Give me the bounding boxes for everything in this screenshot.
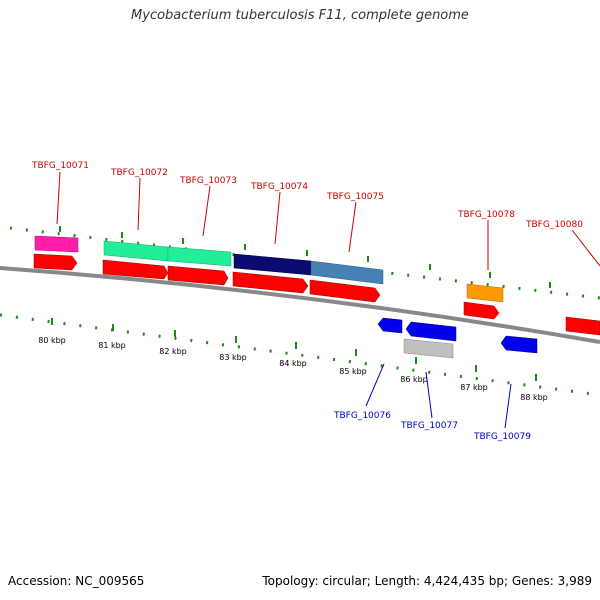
accession-text: Accession: NC_009565 (8, 574, 145, 588)
gc-ticks-outer (9, 226, 600, 300)
gene-label-TBFG_10072: TBFG_10072 (110, 168, 168, 178)
gc-ticks-inner (0, 313, 600, 397)
plus-strand-genes (34, 235, 504, 303)
gene-label-TBFG_10079: TBFG_10079 (473, 432, 531, 442)
minus-label-leaders (365, 363, 512, 429)
scale-label: 86 kbp (400, 375, 428, 384)
gene-TBFG_10079[interactable] (500, 335, 538, 354)
scale-label: 80 kbp (38, 336, 66, 345)
gene-label-TBFG_10075: TBFG_10075 (326, 192, 384, 202)
scale-label: 87 kbp (460, 383, 488, 392)
cds-arrow[interactable] (463, 301, 500, 320)
scale-label: 85 kbp (339, 367, 367, 376)
plus-gene-labels: TBFG_10071 TBFG_10072 TBFG_10073 TBFG_10… (31, 161, 583, 230)
gene-label-TBFG_10074: TBFG_10074 (250, 182, 308, 192)
scale-label: 84 kbp (279, 359, 307, 368)
map-title: Mycobacterium tuberculosis F11, complete… (131, 8, 469, 23)
gene-label-TBFG_10073: TBFG_10073 (179, 176, 237, 186)
gene-TBFG_10077[interactable] (403, 338, 454, 359)
scale-label: 83 kbp (219, 353, 247, 362)
scale-label: 88 kbp (520, 393, 548, 402)
plus-strand-cds (33, 253, 600, 336)
scale-labels: 80 kbp 81 kbp 82 kbp 83 kbp 84 kbp 85 kb… (38, 336, 548, 402)
scale-label: 82 kbp (159, 347, 187, 356)
cds-arrow[interactable] (102, 259, 169, 280)
cds-arrow[interactable] (167, 265, 229, 286)
gene-TBFG_10076[interactable] (377, 317, 403, 334)
cds-arrow[interactable] (232, 271, 309, 294)
genome-backbone (0, 266, 600, 344)
gene-TBFG_10071[interactable] (34, 235, 79, 253)
gene-label-TBFG_10077: TBFG_10077 (400, 421, 458, 431)
gene-label-TBFG_10076: TBFG_10076 (333, 411, 391, 421)
gene-TBFG_10078[interactable] (466, 283, 504, 303)
gene-TBFG_10074[interactable] (233, 253, 312, 276)
minus-gene-labels: TBFG_10076 TBFG_10077 TBFG_10079 (333, 411, 531, 442)
gene-TBFG_10077-cds[interactable] (405, 321, 457, 342)
gene-TBFG_10075[interactable] (310, 260, 384, 285)
cds-arrow[interactable] (309, 279, 381, 303)
cds-arrow[interactable] (33, 253, 78, 271)
gene-label-TBFG_10071: TBFG_10071 (31, 161, 89, 171)
scale-label: 81 kbp (98, 341, 126, 350)
gene-label-TBFG_10078: TBFG_10078 (457, 210, 515, 220)
gene-TBFG_10073[interactable] (167, 246, 232, 267)
gene-label-TBFG_10080: TBFG_10080 (525, 220, 583, 230)
gene-TBFG_10072[interactable] (103, 240, 169, 262)
minus-strand-genes (377, 317, 538, 359)
gene-TBFG_10080[interactable] (565, 316, 600, 336)
genome-summary-text: Topology: circular; Length: 4,424,435 bp… (262, 574, 592, 588)
plus-label-leaders (56, 171, 600, 270)
